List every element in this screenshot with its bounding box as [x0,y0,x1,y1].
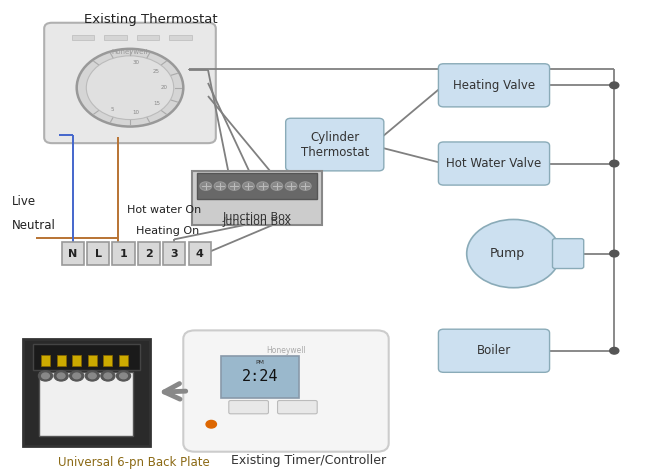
Circle shape [242,182,254,191]
Text: 15: 15 [153,101,160,107]
Text: Pump: Pump [489,247,525,260]
Circle shape [70,371,84,381]
FancyBboxPatch shape [229,401,268,414]
Circle shape [101,371,115,381]
Circle shape [300,182,311,191]
Text: 1: 1 [120,248,127,259]
Circle shape [228,182,240,191]
FancyBboxPatch shape [438,142,549,185]
Text: 30: 30 [133,60,140,65]
Bar [41,355,50,366]
Circle shape [54,371,68,381]
Text: L: L [95,248,101,259]
Bar [62,242,84,265]
FancyBboxPatch shape [438,64,549,107]
Bar [39,372,133,436]
Circle shape [206,420,216,428]
Circle shape [200,182,212,191]
Text: N: N [68,248,77,259]
Bar [119,355,128,366]
Text: Heating Valve: Heating Valve [453,79,535,92]
Circle shape [610,82,619,89]
Circle shape [116,371,131,381]
Text: 10: 10 [133,110,140,115]
Text: Neutral: Neutral [12,219,56,232]
FancyBboxPatch shape [183,330,389,452]
Bar [72,355,81,366]
Circle shape [57,373,65,379]
Bar [57,355,66,366]
Bar [163,242,185,265]
Circle shape [38,371,53,381]
Bar [72,35,94,40]
Text: Universal 6-pn Back Plate: Universal 6-pn Back Plate [58,456,210,469]
Bar [138,242,160,265]
Text: 2:24: 2:24 [242,369,278,384]
Bar [87,242,109,265]
Text: Honeywell: Honeywell [112,49,148,55]
Circle shape [467,219,560,288]
FancyBboxPatch shape [278,401,317,414]
Text: 20: 20 [161,85,168,90]
Bar [169,35,192,40]
Text: 3: 3 [170,248,178,259]
Text: 4: 4 [196,248,203,259]
Text: Junction Box: Junction Box [222,217,291,227]
Circle shape [610,160,619,167]
Text: Cylinder
Thermostat: Cylinder Thermostat [300,130,369,159]
Bar [136,35,159,40]
Circle shape [257,182,268,191]
Text: PM: PM [255,360,265,365]
FancyBboxPatch shape [438,329,549,373]
Circle shape [271,182,283,191]
FancyBboxPatch shape [552,239,584,268]
FancyBboxPatch shape [44,23,216,143]
Text: 5: 5 [111,107,114,112]
Text: 25: 25 [153,69,160,74]
Circle shape [73,373,81,379]
Bar [32,344,140,370]
Text: Honeywell: Honeywell [266,346,306,355]
Bar [103,355,112,366]
Bar [88,355,97,366]
Circle shape [610,347,619,354]
Circle shape [42,373,49,379]
Text: Junction Box: Junction Box [222,211,291,222]
Bar [104,35,127,40]
Circle shape [104,373,112,379]
Circle shape [285,182,297,191]
Bar [192,171,322,225]
Circle shape [77,49,183,127]
Text: Existing Timer/Controller: Existing Timer/Controller [231,454,386,467]
Text: Boiler: Boiler [477,344,511,357]
FancyBboxPatch shape [286,118,384,171]
Bar [197,173,317,199]
Bar [221,356,299,398]
Text: 2: 2 [145,248,153,259]
Circle shape [85,371,99,381]
Text: Heating On: Heating On [136,226,200,236]
Circle shape [120,373,127,379]
Bar [23,339,150,446]
Text: Hot water On: Hot water On [127,204,201,215]
Bar [188,242,211,265]
Circle shape [88,373,96,379]
Text: Existing Thermostat: Existing Thermostat [84,13,218,27]
Circle shape [610,250,619,257]
Circle shape [86,56,174,119]
Text: Hot Water Valve: Hot Water Valve [447,157,541,170]
Circle shape [214,182,226,191]
Bar [112,242,135,265]
Text: Live: Live [12,195,36,208]
